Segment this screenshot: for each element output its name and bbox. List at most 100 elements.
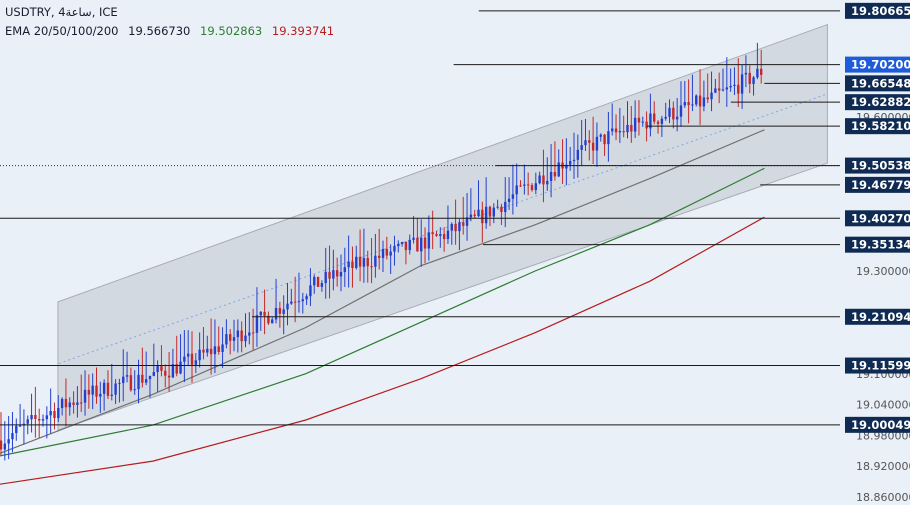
candle-body (133, 389, 136, 391)
candle-body (297, 301, 301, 303)
ema-value-2: 19.502863 (200, 24, 263, 38)
candle-body (534, 183, 538, 191)
candle-body (633, 117, 637, 132)
candle-body (435, 234, 438, 236)
candle-body (186, 353, 190, 357)
price-label-box (845, 416, 910, 433)
candle-body (473, 214, 476, 216)
candle-body (106, 382, 110, 396)
candle-body (687, 102, 690, 106)
price-axis: 19.60000019.30000019.21000019.10000019.0… (845, 2, 910, 504)
candle-body (591, 142, 595, 151)
candle-body (660, 118, 664, 124)
price-label: 19.806658 (851, 4, 910, 18)
candle-body (313, 276, 316, 286)
candle-body (259, 311, 262, 316)
price-label: 19.402707 (851, 211, 910, 225)
candle-body (538, 175, 541, 184)
candle-body (420, 237, 423, 252)
candle-body (141, 374, 144, 383)
candle-body (557, 162, 560, 177)
price-label-box (845, 94, 910, 111)
channel-midline (58, 93, 828, 364)
candle-body (649, 113, 652, 129)
candle-body (721, 89, 725, 91)
candle-body (672, 107, 675, 120)
candle-body (645, 121, 648, 129)
candle-body (691, 104, 694, 106)
candle-body (198, 349, 201, 361)
candle-body (137, 374, 140, 390)
ema-legend[interactable]: EMA 20/50/100/200 19.566730 19.502863 19… (5, 24, 340, 38)
candle-body (377, 255, 381, 258)
candle-body (576, 149, 580, 160)
candle-body (305, 296, 308, 300)
candle-body (397, 243, 400, 247)
candle-body (102, 382, 106, 394)
candle-body (702, 97, 706, 107)
candle-body (53, 411, 56, 418)
candle-body (286, 303, 289, 310)
candle-body (274, 307, 278, 320)
candle-body (595, 136, 599, 151)
candle-body (229, 334, 232, 341)
candle-body (484, 206, 488, 224)
candle-body (95, 385, 98, 397)
candle-body (343, 267, 347, 272)
candle-body (695, 95, 698, 105)
candle-body (248, 332, 251, 336)
candle-body (729, 85, 732, 88)
price-label-box (845, 157, 910, 174)
candle-body (49, 411, 52, 416)
candle-body (530, 185, 534, 191)
candle-body (76, 402, 79, 405)
candle-body (316, 276, 320, 287)
candle-body (72, 402, 75, 405)
price-label: 19.351349 (851, 238, 910, 252)
candle-body (320, 283, 324, 287)
candle-body (202, 349, 205, 353)
candle-body (99, 393, 102, 397)
candle-body (129, 375, 133, 391)
ema-value-3: 19.393741 (271, 24, 335, 38)
candle-body (351, 261, 354, 268)
price-label-box (845, 75, 910, 92)
candle-body (714, 88, 717, 93)
candle-body (217, 346, 220, 352)
candle-body (110, 394, 113, 396)
candle-body (183, 356, 186, 362)
candle-body (450, 223, 453, 231)
axis-tick-label: 19.300000 (856, 265, 910, 278)
candle-body (614, 128, 618, 133)
candle-body (347, 261, 350, 268)
candle-body (293, 301, 297, 303)
symbol-header: USDTRY, 4ساعة, ICE (5, 5, 118, 19)
price-label-box (845, 210, 910, 227)
candle-body (439, 234, 442, 236)
candle-body (83, 389, 87, 403)
axis-tick-label: 19.040000 (856, 399, 910, 412)
price-label: 19.467795 (851, 178, 910, 192)
candle-body (733, 84, 736, 86)
candle-body (416, 237, 419, 252)
candle-body (278, 307, 282, 314)
candle-body (580, 145, 583, 150)
candle-body (11, 433, 14, 440)
candle-body (565, 164, 568, 169)
candle-body (641, 121, 644, 123)
price-label-box (845, 236, 910, 253)
candle-body (26, 419, 29, 424)
candle-body (175, 364, 178, 374)
candle-body (7, 439, 10, 444)
candle-body (15, 425, 18, 434)
candle-body (756, 68, 759, 78)
candle-body (209, 348, 213, 355)
candle-body (374, 255, 377, 267)
candle-body (362, 258, 366, 267)
candle-body (408, 239, 411, 251)
candle-body (122, 376, 125, 384)
